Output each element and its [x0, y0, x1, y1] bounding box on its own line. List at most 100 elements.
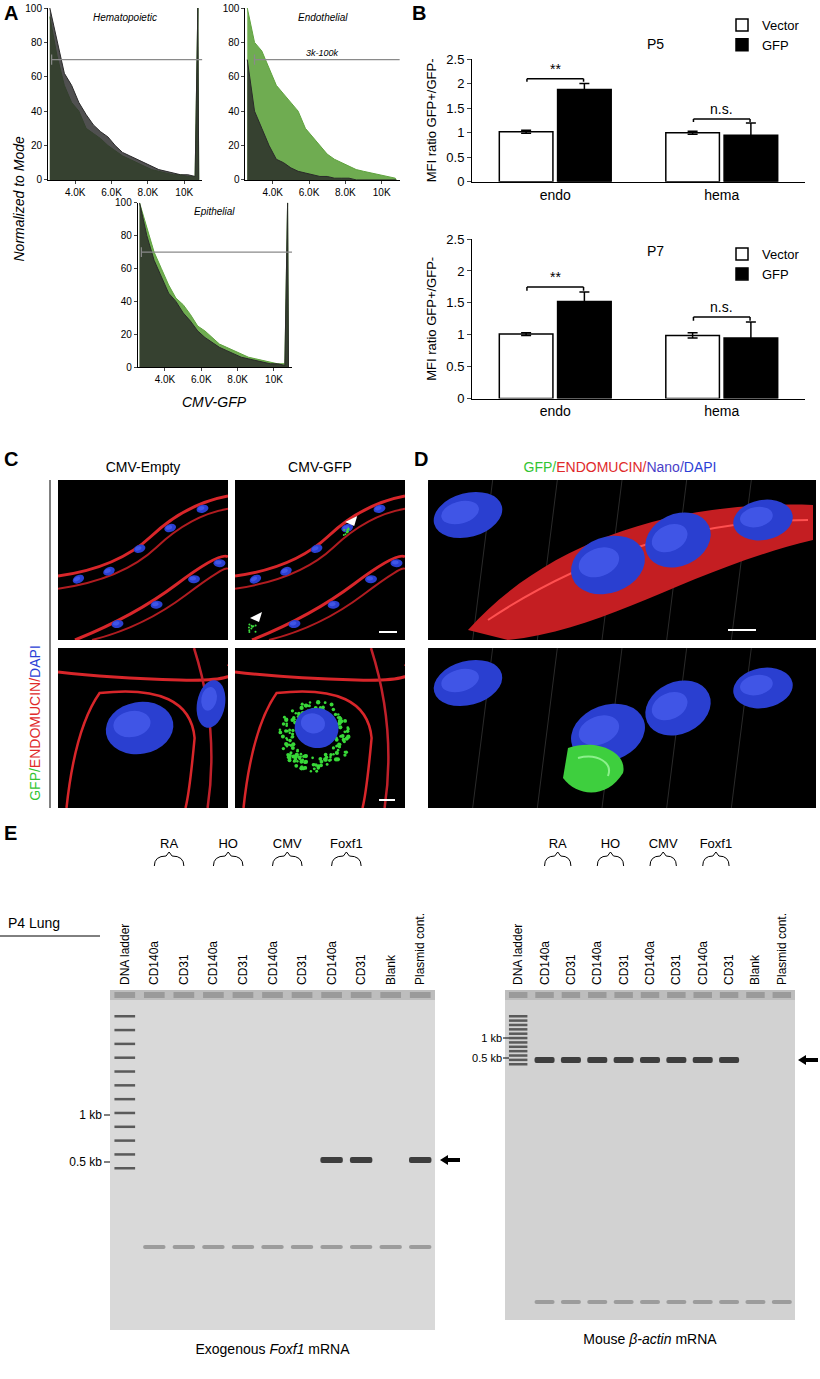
svg-text:4.0K: 4.0K	[155, 374, 176, 385]
svg-text:Plasmid cont.: Plasmid cont.	[775, 913, 789, 985]
svg-text:CMV: CMV	[649, 836, 678, 851]
svg-text:P4 Lung: P4 Lung	[8, 915, 60, 931]
svg-text:GFP: GFP	[762, 38, 789, 53]
svg-text:GFP/ENDOMUCIN/DAPI: GFP/ENDOMUCIN/DAPI	[27, 645, 43, 801]
svg-text:10K: 10K	[373, 187, 391, 198]
svg-text:Mouse β-actin mRNA: Mouse β-actin mRNA	[583, 1331, 717, 1347]
svg-text:10K: 10K	[175, 187, 193, 198]
svg-text:C: C	[4, 448, 18, 470]
svg-text:CD140a: CD140a	[206, 941, 220, 985]
svg-text:CMV-GFP: CMV-GFP	[288, 459, 352, 475]
svg-text:2: 2	[457, 263, 464, 278]
svg-text:Blank: Blank	[384, 954, 398, 985]
svg-text:CMV: CMV	[273, 836, 302, 851]
svg-text:0: 0	[457, 174, 464, 189]
svg-text:10K: 10K	[265, 374, 283, 385]
svg-text:6.0K: 6.0K	[191, 374, 212, 385]
svg-text:CMV-Empty: CMV-Empty	[106, 459, 181, 475]
svg-text:20: 20	[31, 140, 43, 151]
svg-text:1.5: 1.5	[446, 101, 464, 116]
svg-text:n.s.: n.s.	[710, 299, 733, 315]
svg-text:Hematopoietic: Hematopoietic	[93, 12, 157, 23]
svg-text:MFI ratio GFP+/GFP-: MFI ratio GFP+/GFP-	[424, 257, 439, 381]
svg-text:RA: RA	[160, 836, 178, 851]
svg-text:1: 1	[457, 125, 464, 140]
svg-text:CD31: CD31	[236, 954, 250, 985]
svg-text:GFP/ENDOMUCIN/Nano/DAPI: GFP/ENDOMUCIN/Nano/DAPI	[524, 459, 717, 475]
svg-text:0.5: 0.5	[446, 150, 464, 165]
svg-text:1.5: 1.5	[446, 295, 464, 310]
svg-text:CMV-GFP: CMV-GFP	[182, 394, 247, 410]
svg-text:D: D	[414, 448, 428, 470]
svg-text:CD140a: CD140a	[538, 941, 552, 985]
svg-text:hema: hema	[704, 187, 739, 203]
svg-text:CD31: CD31	[669, 954, 683, 985]
svg-text:100: 100	[223, 3, 240, 14]
svg-text:GFP: GFP	[762, 267, 789, 282]
svg-text:Foxf1: Foxf1	[330, 836, 363, 851]
svg-text:80: 80	[31, 37, 43, 48]
svg-text:1 kb: 1 kb	[481, 1032, 502, 1044]
svg-text:80: 80	[121, 230, 133, 241]
svg-text:0: 0	[36, 174, 42, 185]
svg-text:**: **	[550, 61, 561, 77]
svg-text:CD31: CD31	[295, 954, 309, 985]
svg-text:60: 60	[31, 71, 43, 82]
svg-text:Vector: Vector	[762, 247, 800, 262]
svg-text:DNA ladder: DNA ladder	[118, 924, 132, 985]
svg-text:20: 20	[228, 140, 240, 151]
svg-text:8.0K: 8.0K	[138, 187, 159, 198]
svg-text:0: 0	[234, 174, 240, 185]
svg-text:8.0K: 8.0K	[335, 187, 356, 198]
svg-text:40: 40	[31, 106, 43, 117]
svg-text:100: 100	[115, 197, 132, 208]
svg-text:**: **	[550, 269, 561, 285]
svg-text:6.0K: 6.0K	[299, 187, 320, 198]
svg-text:HO: HO	[218, 836, 238, 851]
svg-text:Foxf1: Foxf1	[700, 836, 733, 851]
svg-text:endo: endo	[540, 187, 571, 203]
svg-text:0: 0	[457, 391, 464, 406]
svg-text:0.5 kb: 0.5 kb	[69, 1155, 102, 1169]
svg-text:RA: RA	[549, 836, 567, 851]
svg-text:CD31: CD31	[722, 954, 736, 985]
svg-text:8.0K: 8.0K	[227, 374, 248, 385]
svg-text:CD140a: CD140a	[696, 941, 710, 985]
svg-text:2.5: 2.5	[446, 52, 464, 67]
svg-text:CD31: CD31	[354, 954, 368, 985]
svg-text:CD140a: CD140a	[590, 941, 604, 985]
svg-text:4.0K: 4.0K	[65, 187, 86, 198]
svg-text:6.0K: 6.0K	[101, 187, 122, 198]
svg-text:CD140a: CD140a	[147, 941, 161, 985]
svg-text:Vector: Vector	[762, 18, 800, 33]
svg-text:A: A	[4, 2, 18, 24]
svg-text:Plasmid cont.: Plasmid cont.	[413, 913, 427, 985]
svg-text:CD140a: CD140a	[325, 941, 339, 985]
svg-text:Epithelial: Epithelial	[194, 206, 235, 217]
svg-text:Normalized to Mode: Normalized to Mode	[11, 136, 27, 261]
svg-text:B: B	[412, 2, 426, 24]
svg-text:P7: P7	[647, 243, 664, 259]
svg-text:n.s.: n.s.	[710, 101, 733, 117]
svg-text:Blank: Blank	[748, 954, 762, 985]
svg-text:100: 100	[25, 3, 42, 14]
svg-text:Endothelial: Endothelial	[298, 12, 348, 23]
svg-text:60: 60	[228, 71, 240, 82]
svg-text:CD140a: CD140a	[266, 941, 280, 985]
svg-text:4.0K: 4.0K	[262, 187, 283, 198]
svg-text:1 kb: 1 kb	[79, 1108, 102, 1122]
svg-text:P5: P5	[647, 36, 664, 52]
svg-text:CD31: CD31	[564, 954, 578, 985]
svg-text:CD31: CD31	[177, 954, 191, 985]
svg-text:60: 60	[121, 263, 133, 274]
svg-text:endo: endo	[540, 403, 571, 419]
svg-text:DNA ladder: DNA ladder	[511, 924, 525, 985]
svg-text:0: 0	[126, 362, 132, 373]
svg-text:CD31: CD31	[617, 954, 631, 985]
svg-text:CD140a: CD140a	[643, 941, 657, 985]
svg-text:0.5 kb: 0.5 kb	[472, 1052, 502, 1064]
svg-text:MFI ratio GFP+/GFP-: MFI ratio GFP+/GFP-	[424, 58, 439, 182]
svg-text:hema: hema	[704, 403, 739, 419]
svg-text:2: 2	[457, 76, 464, 91]
svg-text:20: 20	[121, 329, 133, 340]
